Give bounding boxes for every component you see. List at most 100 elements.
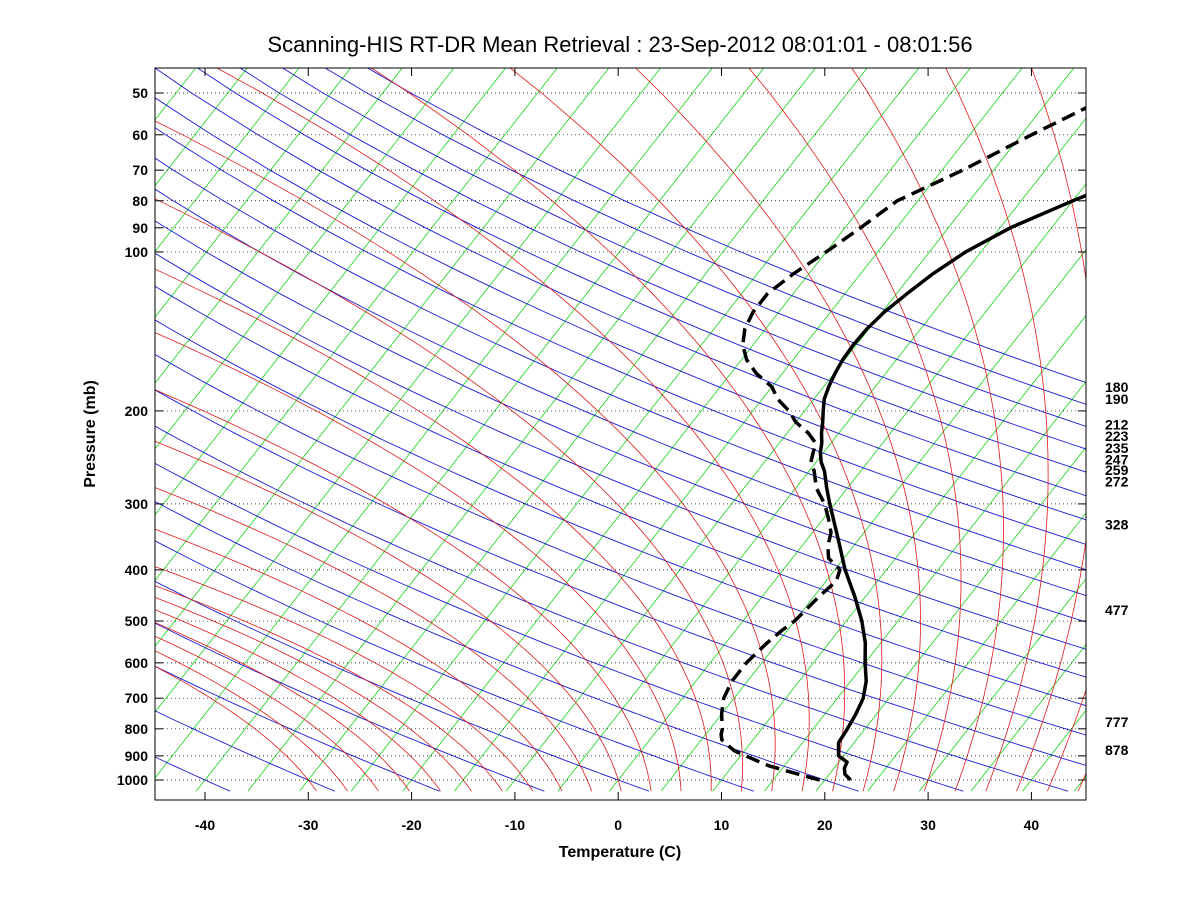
x-tick-label: -10 — [505, 817, 525, 833]
dry-adiabat-line — [155, 252, 1086, 650]
right-level-label: 247 — [1105, 451, 1129, 467]
moist-adiabat-line — [1077, 772, 1086, 792]
isotherm-line — [454, 68, 1023, 792]
moist-adiabat-line — [155, 120, 776, 792]
y-axis: 50 60 70 80 90 100 200 300 400 500 600 700 800 900 100… — [117, 85, 1086, 788]
isotherm-line — [155, 68, 455, 450]
plot-frame — [154, 67, 1087, 801]
dry-adiabat-line — [155, 501, 859, 792]
dry-adiabat-line — [155, 389, 1086, 766]
right-level-label: 235 — [1105, 440, 1129, 456]
dry-adiabat-line — [155, 425, 1069, 792]
dry-adiabat-line — [155, 580, 650, 792]
isotherm-line — [1178, 42, 1200, 791]
isotherm-line — [299, 68, 868, 792]
x-tick-label: 0 — [614, 817, 622, 833]
right-level-label: 477 — [1105, 602, 1129, 618]
x-tick-label: 40 — [1024, 817, 1040, 833]
y-tick-label: 300 — [125, 496, 149, 512]
moist-adiabat-line — [155, 635, 379, 792]
isotherm-line — [155, 68, 713, 779]
right-level-label: 180 — [1105, 379, 1129, 395]
dry-adiabat-line — [155, 540, 754, 792]
isotherm-line — [557, 117, 1086, 792]
y-tick-label: 70 — [132, 162, 148, 178]
moist-adiabat-line — [851, 68, 1004, 792]
series-group — [719, 105, 1086, 782]
isotherm-line — [1126, 42, 1200, 791]
x-axis-label: Temperature (C) — [559, 844, 681, 861]
y-tick-label: 900 — [125, 748, 149, 764]
y-tick-label: 600 — [125, 655, 149, 671]
dry-adiabat-line — [155, 710, 335, 792]
dry-adiabat-line — [239, 68, 1086, 450]
right-level-label: 878 — [1105, 742, 1129, 758]
dry-adiabat-line — [196, 68, 1086, 473]
moist-adiabat-line — [155, 487, 592, 792]
x-tick-label: -20 — [401, 817, 421, 833]
moist-adiabat-line — [155, 198, 743, 792]
plot-background — [155, 68, 1086, 800]
y-tick-label: 500 — [125, 613, 149, 629]
y-tick-label: 400 — [125, 562, 149, 578]
y-axis-label: Pressure (mb) — [82, 380, 99, 488]
isotherm-line — [970, 644, 1086, 792]
right-level-label: 777 — [1105, 714, 1129, 730]
right-level-label: 190 — [1105, 391, 1129, 407]
moist-adiabat-line — [155, 268, 712, 792]
x-tick-label: 10 — [714, 817, 730, 833]
right-level-label: 223 — [1105, 428, 1129, 444]
moist-adiabat-line — [155, 566, 534, 792]
y-tick-label: 200 — [125, 403, 149, 419]
moist-adiabat-line — [216, 68, 810, 792]
moist-adiabat-line — [155, 650, 348, 792]
moist-adiabat-line — [155, 609, 441, 792]
dry-adiabat-line — [155, 353, 1086, 736]
isotherm-line — [0, 42, 10, 791]
moist-adiabat-line — [748, 68, 962, 792]
dry-adiabat-line — [155, 319, 1086, 707]
isotherm-line — [155, 68, 662, 713]
isotherm-line — [712, 314, 1086, 792]
y-tick-label: 700 — [125, 690, 149, 706]
isotherm-line — [660, 249, 1086, 792]
dry-adiabat-line — [155, 188, 1086, 597]
isotherm-line — [195, 68, 765, 792]
isotherm-line — [155, 68, 507, 516]
x-tick-label: -30 — [298, 817, 318, 833]
moist-adiabat-line — [155, 440, 622, 792]
dry-adiabat-line — [155, 665, 440, 792]
moist-adiabat-line — [1016, 68, 1086, 792]
dry-adiabat-line — [281, 68, 1086, 427]
moist-adiabat-line — [155, 622, 410, 792]
temperature-profile-line — [818, 193, 1086, 782]
isotherm-line — [155, 68, 558, 582]
y-tick-label: 1000 — [117, 772, 148, 788]
dry-adiabat-line — [155, 220, 1086, 623]
x-axis: -40 -30 -20 -10 0 10 20 30 40 — [195, 68, 1040, 833]
dewpoint-profile-line — [719, 105, 1086, 782]
y-tick-label: 50 — [132, 85, 148, 101]
moist-adiabat-line — [155, 332, 682, 792]
x-tick-label: 30 — [920, 817, 936, 833]
moist-adiabat-line — [155, 528, 563, 792]
right-level-label: 259 — [1105, 462, 1129, 478]
isotherm-line — [402, 68, 971, 792]
isotherm-line — [1022, 709, 1086, 792]
chart-title: Scanning-HIS RT-DR Mean Retrieval : 23-S… — [267, 32, 972, 57]
isotherm-line — [918, 578, 1086, 792]
isotherm-line — [0, 42, 61, 791]
dry-adiabat-line — [155, 97, 1086, 521]
right-level-label: 328 — [1105, 516, 1129, 532]
isotherm-line — [815, 446, 1086, 792]
right-level-label: 212 — [1105, 416, 1129, 432]
y-tick-label: 60 — [132, 127, 148, 143]
y-tick-label: 100 — [125, 244, 149, 260]
right-level-label: 272 — [1105, 473, 1129, 489]
x-tick-label: 20 — [817, 817, 833, 833]
dry-adiabat-line — [155, 157, 1086, 571]
isotherm-line — [350, 68, 920, 792]
moist-adiabat-line — [155, 585, 503, 792]
